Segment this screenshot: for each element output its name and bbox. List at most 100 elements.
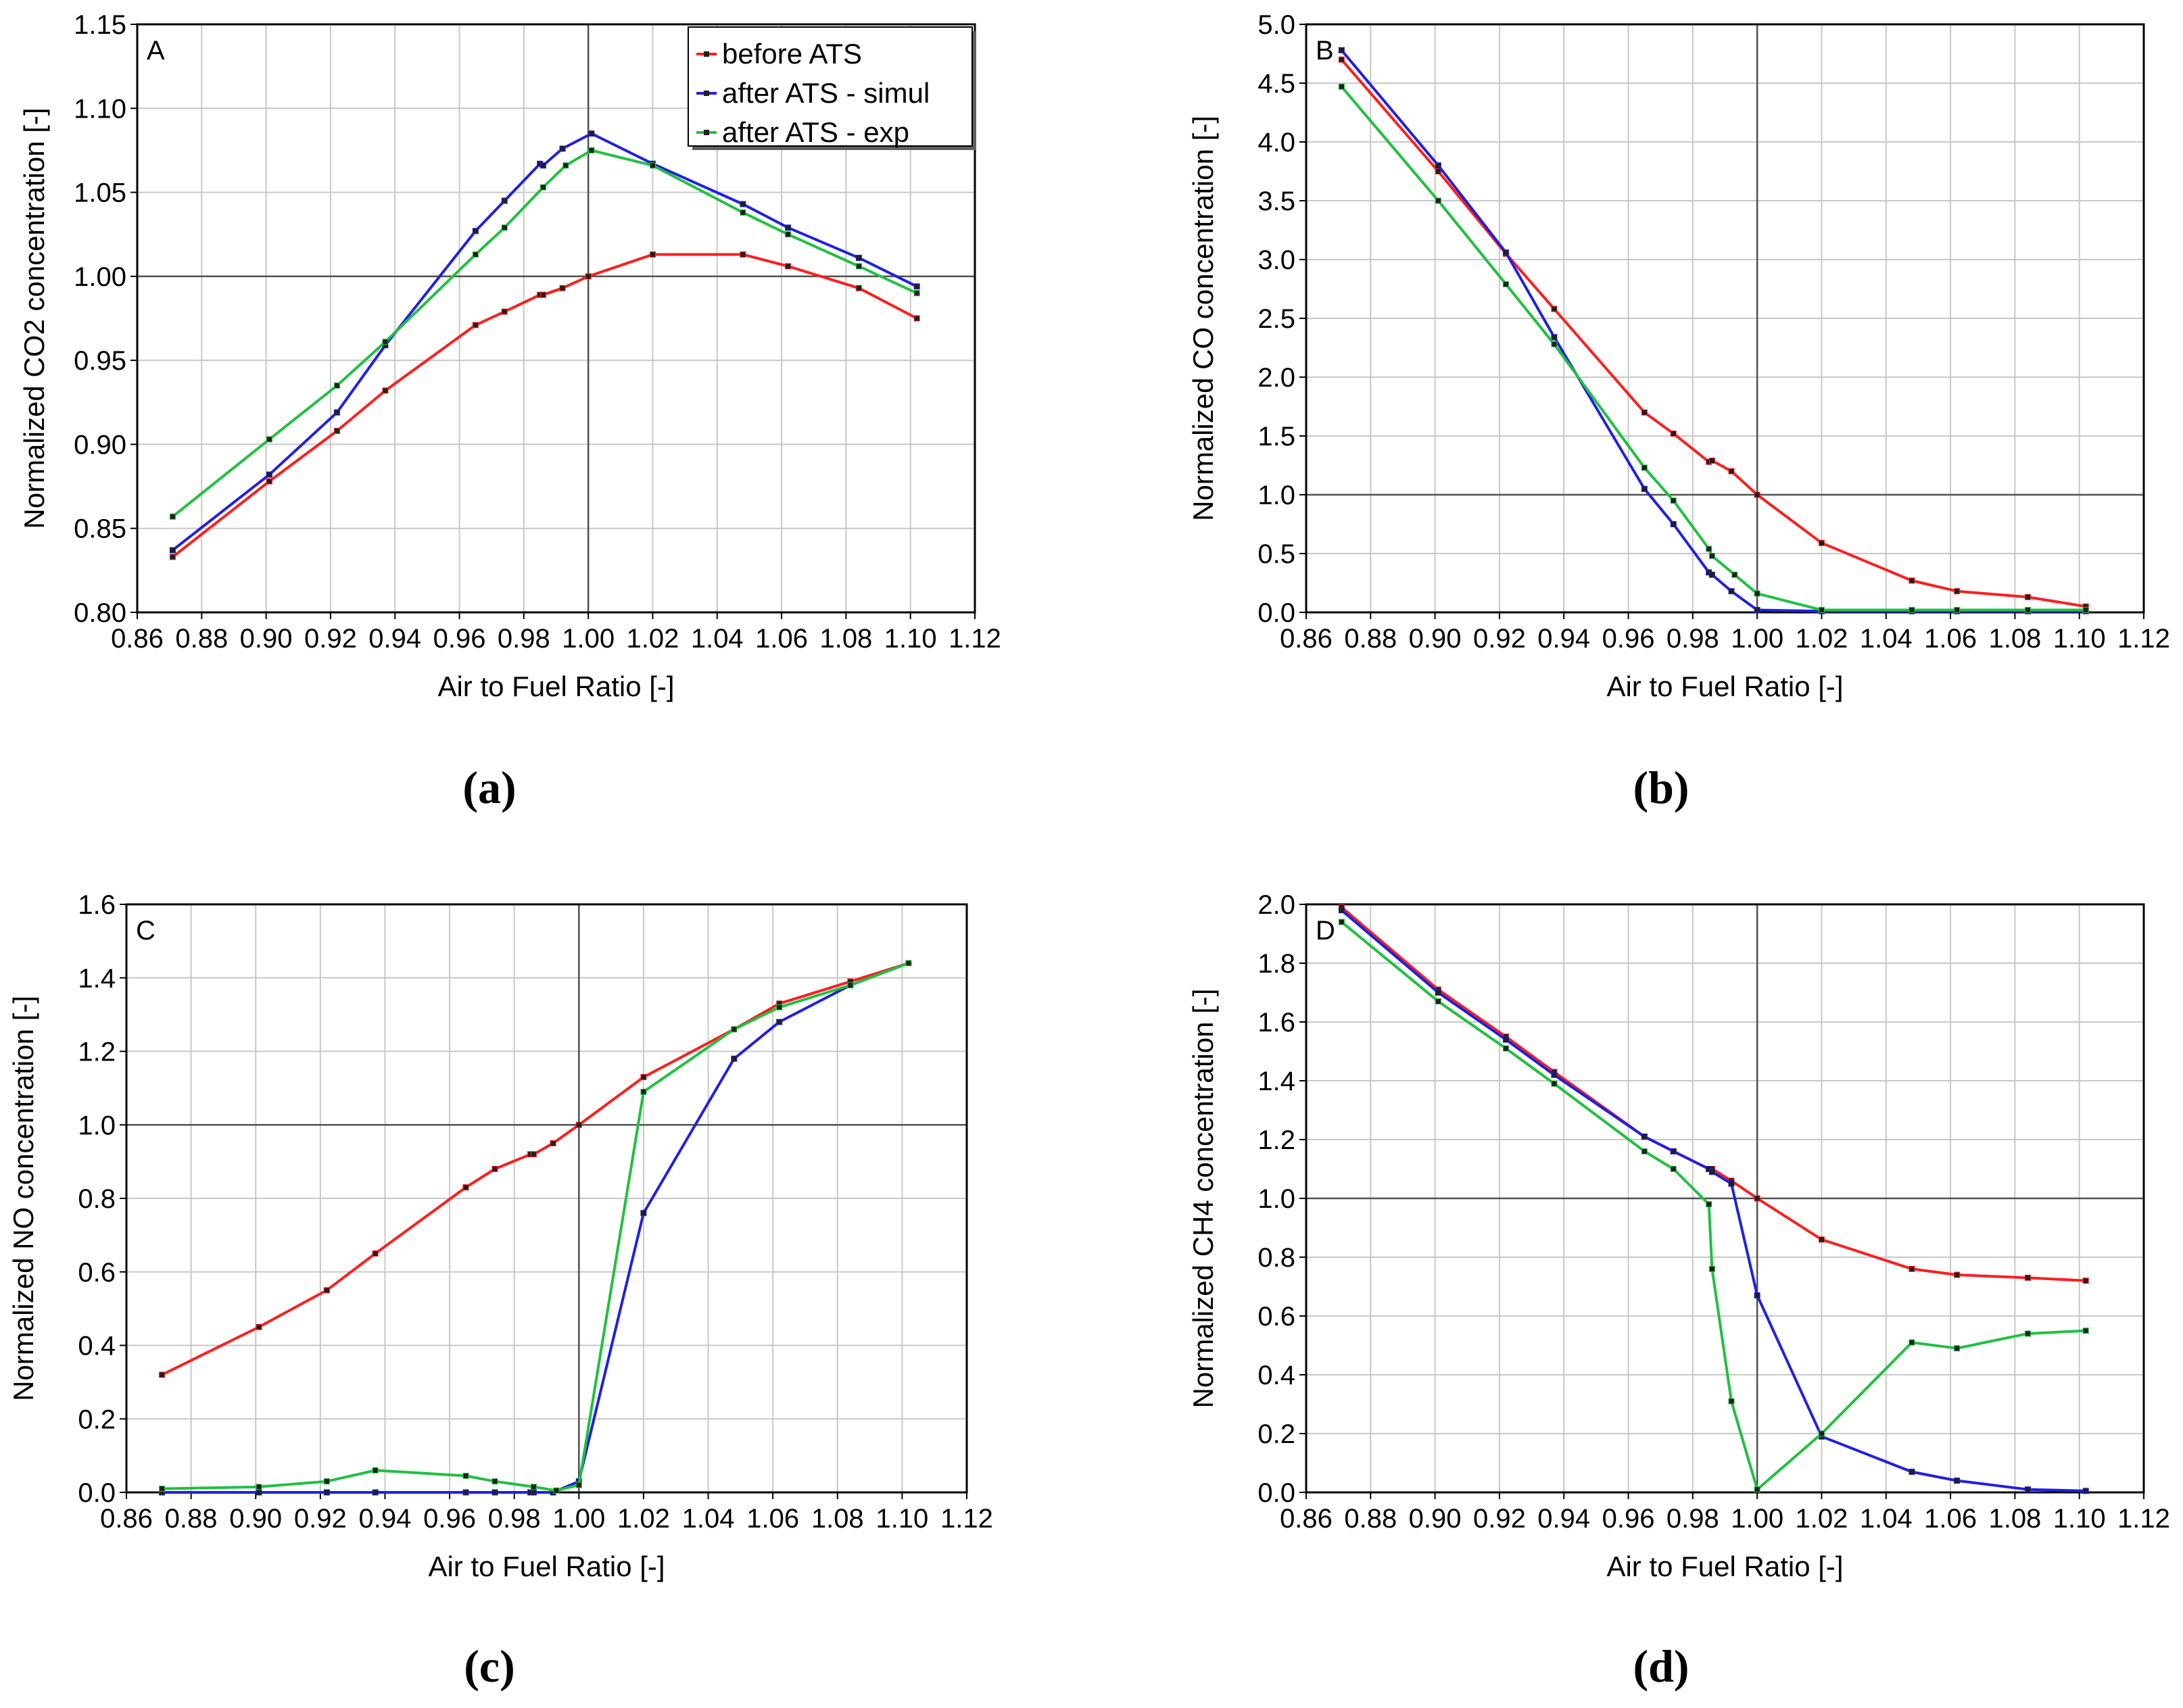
chart-a-frame	[136, 23, 976, 614]
chart-a-legend-marker	[704, 91, 709, 96]
chart-a-series-1-point	[472, 228, 479, 235]
chart-a-y-tick-label: 1.10	[74, 94, 126, 124]
chart-d-x-tick-label: 1.10	[2053, 1504, 2106, 1534]
chart-a-legend-box	[688, 26, 973, 147]
chart-b-x-tick-label: 0.94	[1537, 624, 1590, 654]
chart-b-y-tick-label: 2.5	[1257, 304, 1295, 334]
chart-d-x-tick-label: 1.08	[1988, 1504, 2041, 1534]
chart-a-x-tick-label: 1.02	[627, 624, 679, 654]
chart-c-caption: (c)	[464, 1640, 514, 1692]
chart-b: 0.86 0.88 0.90 0.92 0.94 0.96 0.98 1.00 1.02 1.04…	[1187, 10, 2170, 813]
chart-b-series-2-point	[2024, 607, 2031, 614]
chart-a-series-2-point	[588, 147, 595, 153]
chart-d-series-1-point	[1754, 1292, 1760, 1299]
chart-d-series-2-point	[2082, 1327, 2089, 1334]
chart-b-x-tick-label: 0.98	[1666, 624, 1719, 654]
chart-a-series-0-point	[333, 428, 340, 435]
chart-d-series-1-point	[1670, 1148, 1677, 1154]
chart-b-series-0-point	[1551, 306, 1558, 312]
chart-d-series-1-point	[2024, 1486, 2031, 1493]
chart-b-y-tick-label: 4.0	[1257, 128, 1295, 157]
chart-d-series-2-point	[1641, 1148, 1648, 1154]
chart-c-series-0-point	[640, 1074, 647, 1081]
chart-a-series-1-point	[855, 255, 862, 262]
chart-a: 0.86 0.88 0.90 0.92 0.94 0.96 0.98 1.00 1.02 1.04…	[18, 10, 1001, 813]
chart-b-series-1-point	[1754, 607, 1760, 614]
chart-a-series-0-point	[266, 478, 272, 485]
chart-a-series-1-point	[588, 130, 595, 137]
chart-b-series-1-point	[1708, 571, 1715, 578]
chart-a-series-1-point	[266, 471, 272, 478]
chart-a-legend-marker	[704, 130, 709, 135]
chart-a-panel-letter: A	[147, 36, 165, 66]
chart-d-series-0-point	[2082, 1277, 2089, 1284]
chart-d-y-tick-label: 1.2	[1257, 1125, 1295, 1155]
chart-c-x-tick-label: 0.96	[423, 1504, 476, 1534]
chart-a-series-1-point	[501, 197, 508, 204]
chart-b-x-tick-label: 1.04	[1860, 624, 1913, 654]
chart-a-y-tick-label: 1.05	[74, 178, 126, 208]
chart-b-caption: (b)	[1633, 762, 1689, 813]
chart-a-legend-label: after ATS - exp	[722, 116, 909, 148]
chart-d-x-tick-label: 1.12	[2117, 1504, 2170, 1534]
chart-c-x-tick-label: 1.06	[746, 1504, 799, 1534]
chart-a-series-2-point	[169, 513, 176, 520]
chart-d-series-0-point	[1754, 1195, 1760, 1202]
chart-c-series-2-point	[462, 1473, 469, 1480]
chart-d-series-1-point	[1502, 1036, 1509, 1043]
chart-c-series-2-point	[731, 1026, 738, 1033]
chart-b-series-0	[1338, 56, 2089, 610]
chart-c-y-axis-title: Normalized NO concentration [-]	[7, 996, 39, 1401]
chart-c-y-tick-label: 1.2	[78, 1038, 116, 1067]
chart-c-series-0-point	[530, 1151, 537, 1158]
chart-d-y-tick-label: 2.0	[1257, 890, 1295, 920]
chart-b-x-tick-label: 1.12	[2117, 624, 2170, 654]
chart-b-series-0-point	[1818, 539, 1825, 546]
chart-a-series-2-line	[172, 149, 918, 518]
chart-b-series-1-point	[1551, 334, 1558, 341]
chart-b-y-tick-label: 3.5	[1257, 187, 1295, 216]
chart-b-series-2-point	[1551, 341, 1558, 347]
chart-a-y-tick-label: 1.15	[74, 10, 126, 40]
chart-d-series-2-point	[1670, 1166, 1677, 1172]
chart-a-legend-label: after ATS - simul	[722, 77, 930, 109]
chart-a-series-0-point	[539, 291, 546, 298]
chart-a-series-1-point	[333, 409, 340, 416]
chart-d-y-tick-label: 0.6	[1257, 1302, 1295, 1332]
chart-a-series-0-point	[169, 554, 176, 560]
chart-c-series-2-point	[159, 1486, 166, 1492]
chart-c-y-tick-label: 0.2	[78, 1405, 116, 1434]
chart-d-panel-letter: D	[1316, 916, 1335, 946]
chart-a-x-tick-label: 0.88	[175, 624, 228, 654]
chart-c-series-0-point	[575, 1121, 582, 1128]
chart-a-series-0-point	[785, 263, 792, 270]
chart-b-series-2-point	[1708, 552, 1715, 559]
chart-c-series-1-point	[491, 1489, 498, 1496]
chart-a-x-tick-label: 0.98	[498, 624, 550, 654]
chart-d-x-tick-label: 1.04	[1860, 1504, 1913, 1534]
chart-b-x-tick-label: 0.90	[1409, 624, 1462, 654]
chart-c-series-0-point	[462, 1184, 469, 1191]
chart-d-caption: (d)	[1633, 1640, 1689, 1692]
chart-c-series-2-point	[905, 960, 912, 967]
chart-a-y-tick-label: 0.85	[74, 514, 126, 544]
chart-d-x-tick-label: 0.86	[1280, 1504, 1333, 1534]
chart-b-y-tick-label: 3.0	[1257, 245, 1295, 275]
chart-a-series-2-point	[913, 290, 920, 297]
chart-b-series-2-point	[1754, 590, 1760, 597]
chart-b-y-tick-label: 1.5	[1257, 422, 1295, 452]
chart-a-x-tick-label: 1.12	[949, 624, 1001, 654]
chart-a-y-tick-label: 0.80	[74, 598, 126, 628]
chart-c-series-1-point	[462, 1489, 469, 1496]
chart-a-series-2-point	[382, 339, 389, 345]
chart-d-series-1-point	[1435, 990, 1441, 996]
chart-d-y-axis-title: Normalized CH4 concentration [-]	[1187, 989, 1219, 1409]
chart-b-series-0-point	[1641, 409, 1648, 416]
chart-d-series-2-point	[1954, 1345, 1961, 1352]
chart-b-series-2-point	[1909, 607, 1915, 614]
chart-a-series-0-point	[649, 251, 656, 258]
chart-b-series-0-point	[1954, 588, 1961, 595]
chart-c-series-2-point	[323, 1478, 330, 1485]
chart-d-x-tick-label: 1.06	[1924, 1504, 1977, 1534]
chart-a-x-axis-title: Air to Fuel Ratio [-]	[437, 670, 674, 702]
